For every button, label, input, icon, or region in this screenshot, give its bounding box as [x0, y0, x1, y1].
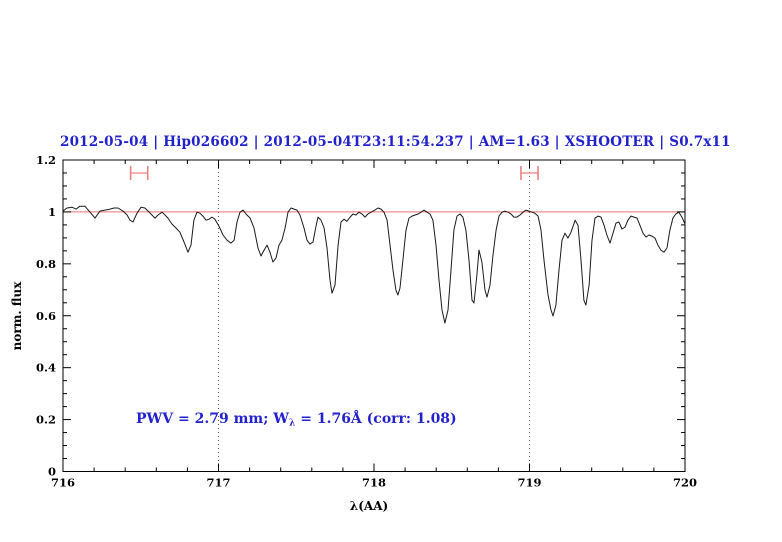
annotation-text-post: = 1.76Å (corr: 1.08) — [295, 411, 457, 427]
y-tick-label: 1 — [48, 205, 56, 219]
annotation-text-pre: PWV = 2.79 mm; W — [136, 411, 289, 427]
y-tick-label: 0.6 — [36, 309, 56, 323]
y-tick-label: 0.4 — [36, 361, 56, 375]
y-tick-label: 0 — [48, 465, 56, 479]
x-tick-label: 717 — [206, 476, 230, 490]
x-axis-title: λ(AA) — [350, 499, 388, 513]
x-tick-label: 720 — [673, 476, 697, 490]
pwv-annotation: PWV = 2.79 mm; Wλ = 1.76Å (corr: 1.08) — [136, 411, 457, 428]
y-axis-title: norm. flux — [10, 281, 24, 351]
y-tick-label: 0.2 — [36, 413, 56, 427]
y-tick-label: 0.8 — [36, 257, 56, 271]
annotation-subscript-lambda: λ — [288, 417, 296, 429]
x-tick-label: 718 — [362, 476, 386, 490]
x-tick-label: 716 — [51, 476, 75, 490]
y-tick-label: 1.2 — [36, 153, 56, 167]
spectrum-line — [62, 205, 686, 324]
x-tick-label: 719 — [517, 476, 541, 490]
plot-title: 2012-05-04 | Hip026602 | 2012-05-04T23:1… — [60, 134, 731, 150]
